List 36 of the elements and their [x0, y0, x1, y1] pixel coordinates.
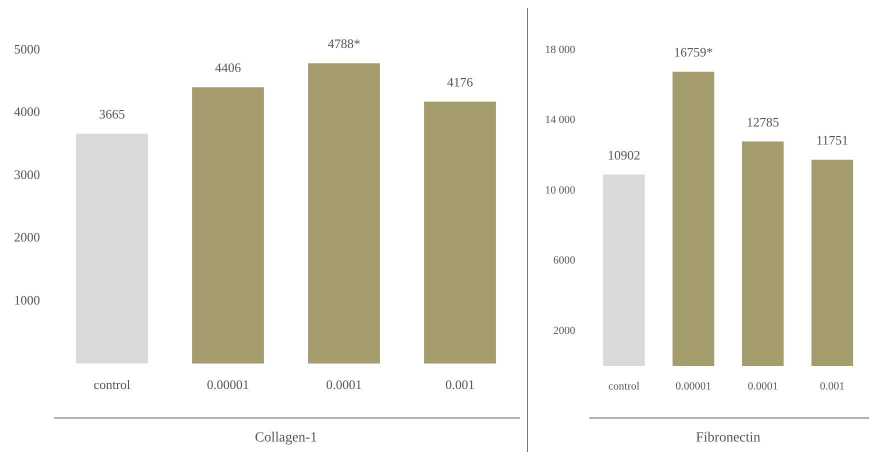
data-label: 10902 — [608, 148, 640, 163]
x-tick-label: 0.001 — [445, 376, 475, 392]
bar — [308, 63, 380, 364]
x-tick-label: control — [608, 380, 640, 392]
data-label: 4176 — [447, 74, 474, 90]
data-label: 12785 — [746, 114, 780, 130]
data-label: 4406 — [215, 60, 242, 76]
y-tick-label: 6000 — [553, 254, 576, 267]
bar — [742, 142, 784, 366]
x-tick-label: 0.0001 — [748, 380, 778, 392]
x-axis-title: Fibronectin — [696, 430, 760, 446]
y-tick-label: 3000 — [14, 166, 40, 182]
data-label: 3665 — [99, 106, 125, 122]
bar — [672, 72, 714, 366]
x-tick-label: control — [94, 376, 131, 392]
data-label: 4788* — [328, 36, 360, 52]
bar — [76, 134, 148, 364]
data-label: 16759* — [674, 44, 713, 60]
y-tick-label: 10 000 — [545, 184, 576, 196]
data-label: 11751 — [816, 132, 848, 148]
y-tick-label: 4000 — [14, 104, 40, 120]
y-tick-label: 1000 — [14, 292, 40, 308]
x-axis-title: Collagen-1 — [254, 430, 318, 446]
y-tick-label: 2000 — [14, 230, 40, 245]
bar — [192, 87, 264, 364]
y-tick-label: 5000 — [14, 41, 40, 56]
x-tick-label: 0.0001 — [326, 376, 362, 392]
x-tick-label: 0.00001 — [676, 380, 712, 392]
bar — [603, 174, 645, 366]
bar — [811, 160, 854, 366]
y-tick-label: 2000 — [553, 324, 576, 337]
x-tick-label: 0.001 — [820, 380, 845, 392]
y-tick-label: 18 000 — [545, 44, 576, 56]
x-tick-label: 0.00001 — [206, 376, 250, 392]
y-tick-label: 14 000 — [545, 114, 576, 126]
bar — [424, 102, 496, 364]
